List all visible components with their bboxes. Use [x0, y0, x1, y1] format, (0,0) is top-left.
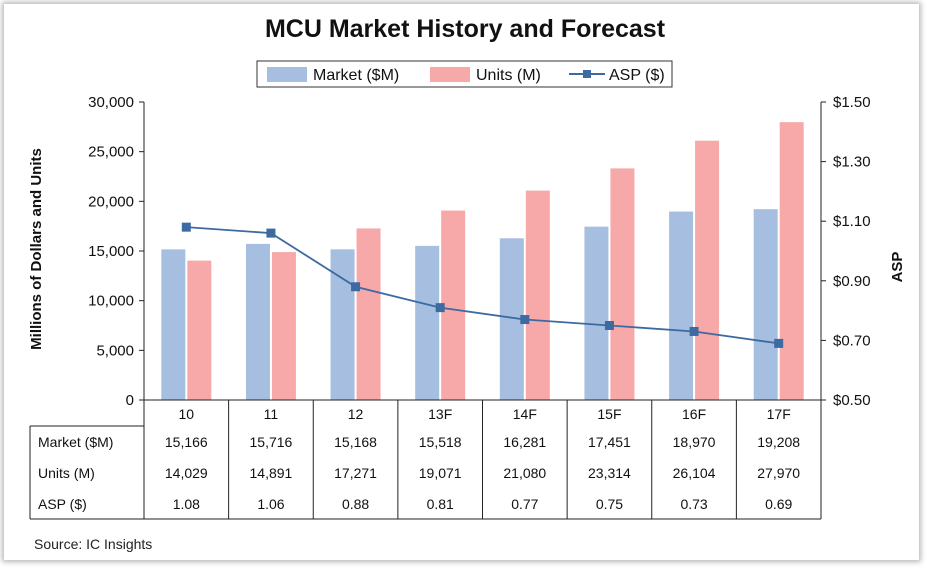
x-tick-label: 16F [682, 406, 706, 422]
bar-units-m-10 [187, 260, 212, 400]
source-note: Source: IC Insights [34, 536, 152, 552]
x-tick-label: 12 [348, 406, 364, 422]
table-cell: 15,168 [334, 434, 377, 450]
table-cell: 15,518 [419, 434, 462, 450]
table-row-label: ASP ($) [38, 496, 87, 512]
asp-point-16F [689, 326, 699, 336]
x-tick-label: 10 [179, 406, 195, 422]
table-cell: 17,271 [334, 465, 377, 481]
y-tick-label: 10,000 [88, 293, 134, 310]
y2-tick-label: $1.50 [833, 94, 871, 111]
asp-point-10 [181, 222, 191, 232]
legend-marker-asp [583, 70, 591, 78]
y2-axis-title: ASP [889, 252, 906, 283]
table-cell: 16,281 [503, 434, 546, 450]
x-tick-label: 15F [597, 406, 621, 422]
table-cell: 19,208 [757, 434, 800, 450]
table-cell: 19,071 [419, 465, 462, 481]
x-tick-label: 11 [264, 406, 279, 422]
y2-tick-label: $0.70 [833, 332, 871, 349]
table-cell: 0.69 [765, 496, 792, 512]
asp-point-17F [774, 338, 784, 348]
bar-units-m-16F [695, 140, 720, 401]
mcu-chart: MCU Market History and Forecast Market (… [28, 15, 906, 552]
bar-market-m-13F [415, 245, 440, 400]
chart-title: MCU Market History and Forecast [265, 15, 666, 43]
x-tick-label: 17F [767, 406, 791, 422]
y2-tick-label: $0.50 [833, 392, 871, 409]
legend-label-asp: ASP ($) [609, 67, 665, 84]
x-tick-label: 13F [428, 406, 452, 422]
legend: Market ($M) Units (M) ASP ($) [256, 60, 673, 88]
y-tick-label: 20,000 [88, 193, 134, 210]
table-cell: 14,029 [165, 465, 208, 481]
table-cell: 18,970 [673, 434, 716, 450]
asp-point-14F [520, 315, 530, 325]
asp-point-15F [604, 321, 614, 330]
legend-swatch-market [267, 67, 307, 82]
bar-units-m-11 [271, 252, 296, 400]
bar-market-m-16F [669, 211, 694, 400]
table-cell: 0.75 [596, 496, 623, 512]
table-cell: 0.73 [680, 496, 707, 512]
y2-tick-label: $1.10 [833, 213, 871, 230]
y-tick-label: 0 [126, 392, 134, 409]
asp-line [186, 226, 779, 345]
legend-label-units: Units (M) [476, 67, 541, 84]
y-tick-label: 25,000 [88, 144, 134, 161]
bar-market-m-11 [245, 243, 270, 400]
asp-point-12 [351, 282, 361, 292]
y2-tick-label: $1.30 [833, 154, 871, 171]
table-cell: 0.77 [511, 496, 538, 512]
bar-market-m-15F [584, 226, 609, 400]
y-tick-label: 5,000 [96, 342, 134, 359]
x-tick-label: 14F [513, 406, 537, 422]
table-cell: 1.08 [173, 496, 200, 512]
table-cell: 0.81 [427, 496, 454, 512]
legend-swatch-units [430, 67, 470, 82]
table-cell: 26,104 [673, 465, 716, 481]
legend-label-market: Market ($M) [313, 67, 399, 84]
table-cell: 17,451 [588, 434, 631, 450]
table-cell: 15,166 [165, 434, 208, 450]
y-tick-label: 30,000 [88, 94, 134, 111]
table-cell: 23,314 [588, 465, 631, 481]
chart-plot: 0 5,000 10,000 15,000 20,000 25,000 30,000 $0.5… [29, 94, 871, 520]
table-cell: 15,716 [250, 434, 293, 450]
asp-point-13F [435, 303, 445, 313]
chart-frame: MCU Market History and Forecast Market (… [4, 4, 919, 560]
bar-market-m-12 [330, 249, 355, 400]
table-cell: 1.06 [257, 496, 284, 512]
table-cell: 14,891 [250, 465, 293, 481]
asp-point-11 [266, 228, 276, 238]
y2-tick-label: $0.90 [833, 273, 871, 290]
bar-units-m-14F [525, 190, 550, 400]
bar-market-m-17F [753, 209, 778, 400]
bar-market-m-10 [161, 249, 186, 400]
table-row-label: Market ($M) [38, 434, 113, 450]
bar-units-m-13F [441, 210, 466, 400]
table-cell: 0.88 [342, 496, 369, 512]
y-tick-label: 15,000 [88, 243, 134, 260]
bar-units-m-12 [356, 228, 381, 400]
table-row-label: Units (M) [38, 465, 95, 481]
table-cell: 21,080 [503, 465, 546, 481]
bar-units-m-17F [779, 122, 804, 400]
table-cell: 27,970 [757, 465, 800, 481]
y-axis-title: Millions of Dollars and Units [28, 148, 45, 350]
bar-units-m-15F [610, 168, 635, 400]
